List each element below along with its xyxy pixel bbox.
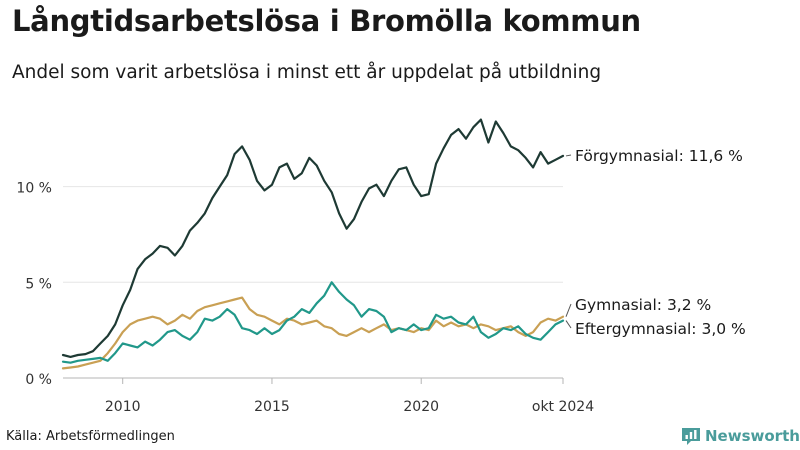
bar-chart-logo-icon [682, 428, 700, 445]
brand-logo[interactable]: Newsworthy [681, 426, 800, 446]
source-note: Källa: Arbetsförmedlingen [6, 429, 175, 444]
y-tick-label: 10 % [16, 181, 52, 197]
chart-title: Långtidsarbetslösa i Bromölla kommun [12, 4, 641, 38]
y-tick-label: 0 % [25, 372, 52, 388]
series-lines [61, 118, 565, 370]
series-line-gymnasial [61, 296, 565, 370]
leader-line [565, 303, 572, 317]
x-tick-label: 2010 [105, 399, 141, 415]
end-label-förgymnasial: Förgymnasial: 11,6 % [575, 147, 743, 165]
brand-name: Newsworthy [705, 427, 800, 445]
end-label-gymnasial: Gymnasial: 3,2 % [575, 296, 711, 314]
y-tick-label: 5 % [25, 276, 52, 292]
x-axis-ticks: 2010 2015 2020 okt 2024 [105, 378, 594, 415]
series-line-eftergymnasial [61, 281, 565, 364]
chart-subtitle: Andel som varit arbetslösa i minst ett å… [12, 62, 602, 83]
x-tick-label: 2015 [254, 399, 290, 415]
y-axis-ticks: 0 % 5 % 10 % [16, 181, 52, 388]
end-label-eftergymnasial: Eftergymnasial: 3,0 % [575, 320, 746, 338]
grid-lines [63, 186, 563, 379]
x-tick-label: okt 2024 [532, 399, 594, 415]
leader-line [565, 320, 572, 329]
x-tick-label: 2020 [403, 399, 439, 415]
series-end-labels: Förgymnasial: 11,6 % Gymnasial: 3,2 % Efte… [565, 147, 746, 338]
series-line-förgymnasial [61, 118, 565, 358]
line-chart: 0 % 5 % 10 % 2010 2015 2020 okt 2024 Förgymna… [16, 118, 746, 415]
leader-line [565, 154, 572, 157]
